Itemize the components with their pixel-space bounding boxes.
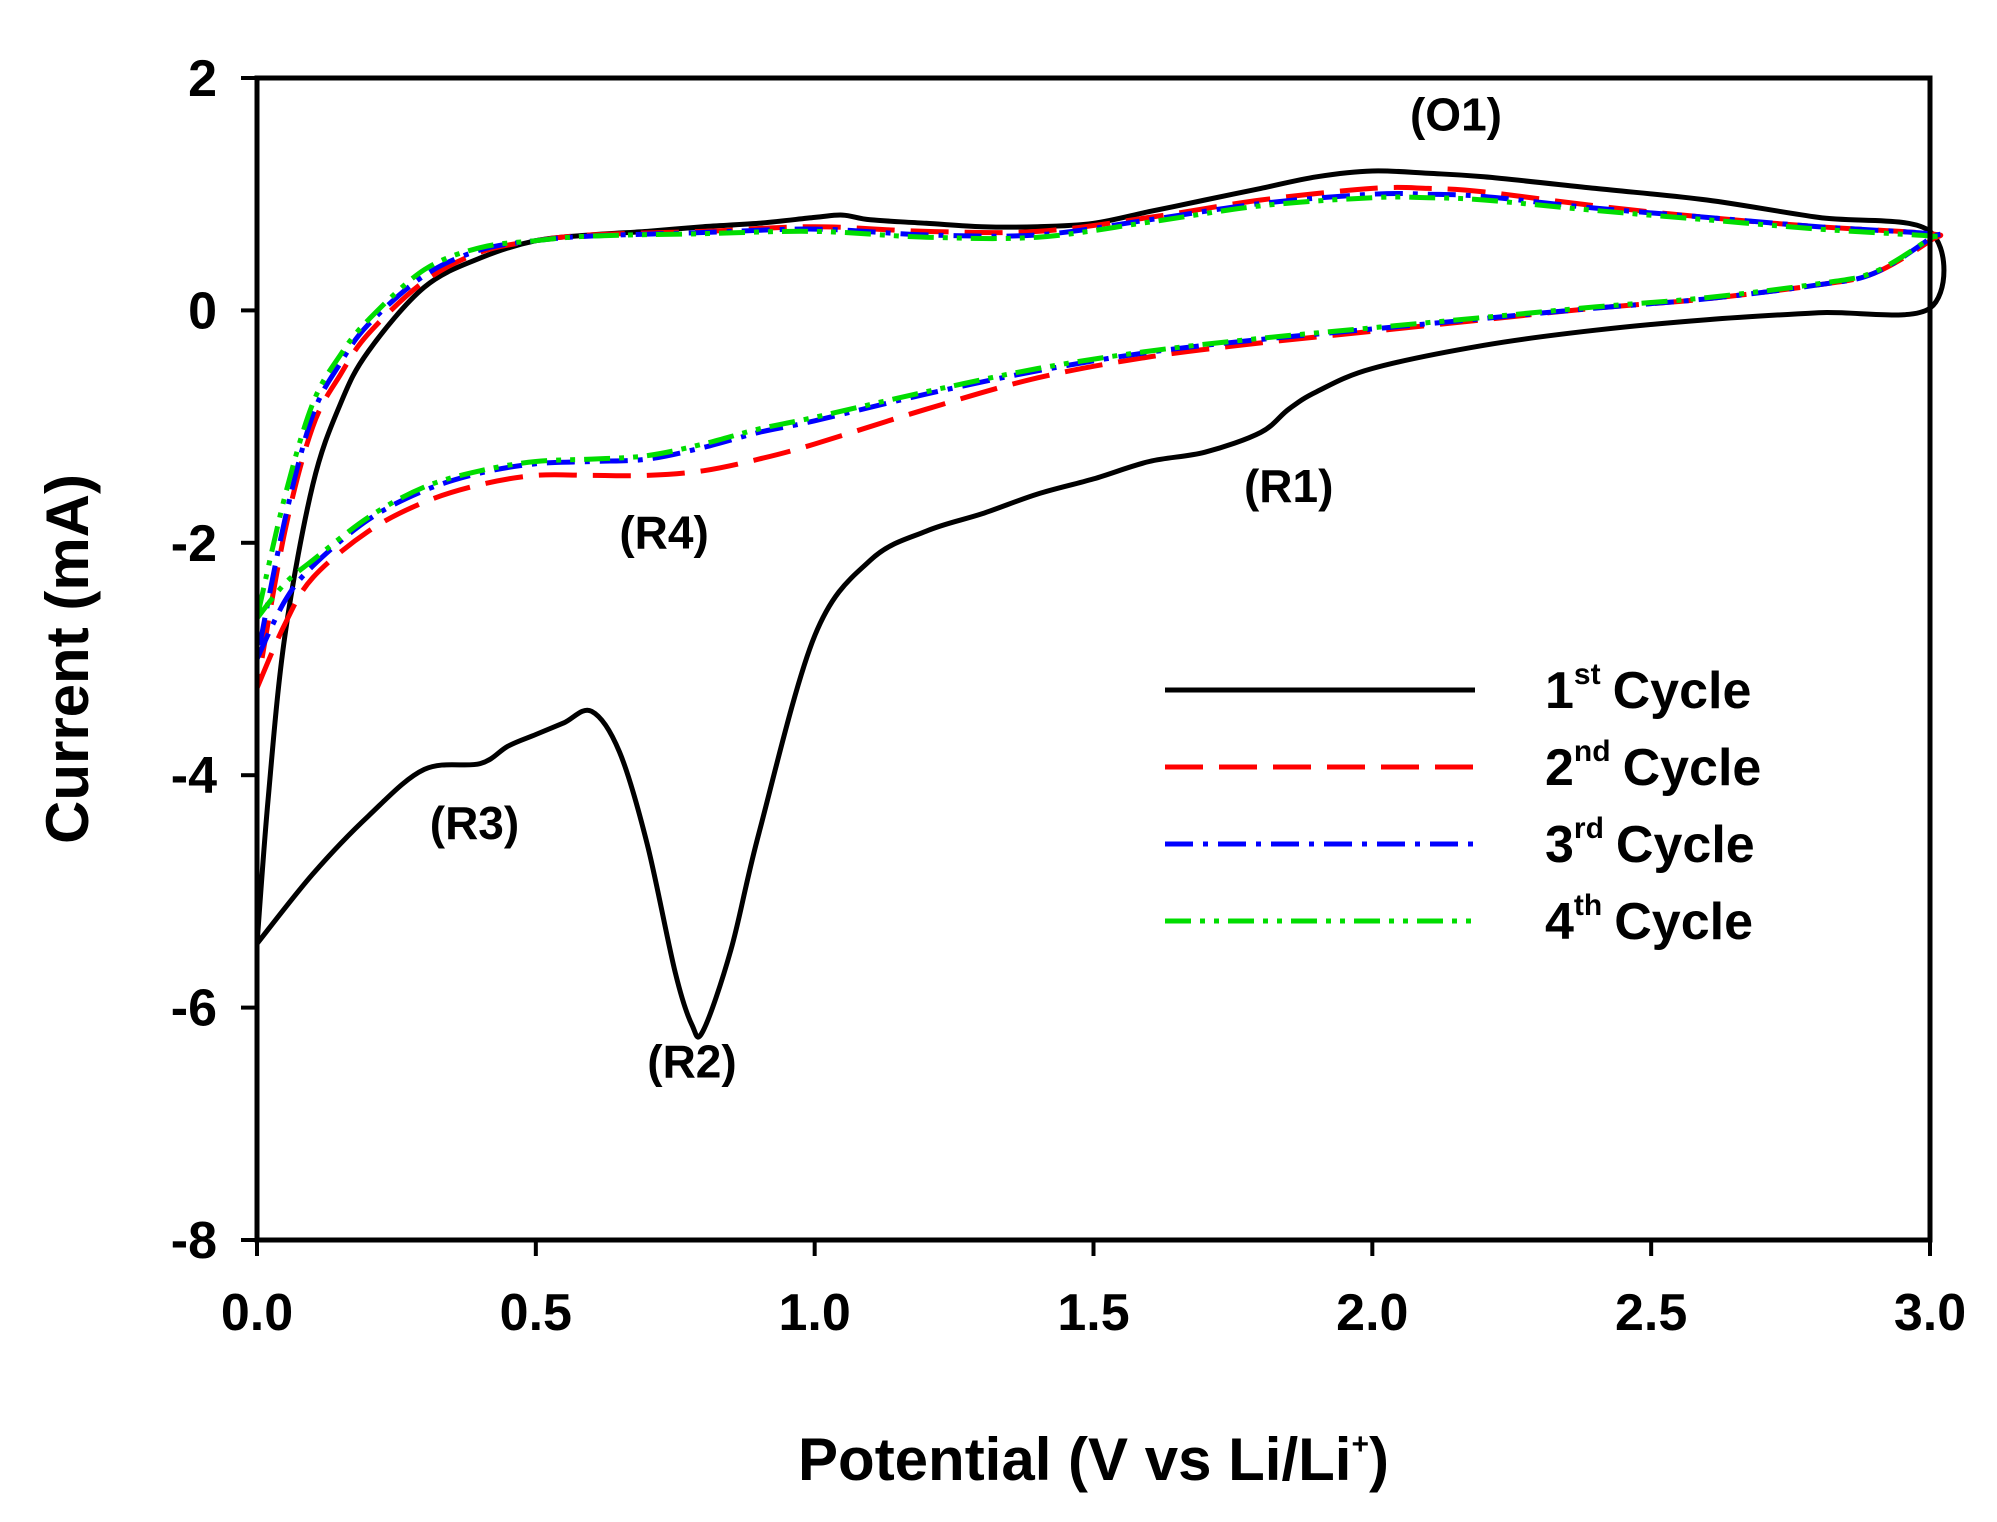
y-tick-label: -8	[171, 1212, 217, 1270]
peak-label: (R4)	[619, 507, 708, 559]
axis-ticks: 0.0 0.5 1.0 1.5 2.0 2.5 3.0 2 0 -2 -4 -6 -8	[171, 50, 1966, 1342]
peak-label: (R1)	[1244, 460, 1333, 512]
legend-number: 3	[1545, 816, 1574, 874]
legend-word: Cycle	[1614, 893, 1753, 951]
y-tick-label: -6	[171, 980, 217, 1038]
y-tick-label: 0	[188, 282, 217, 340]
legend-number: 1	[1545, 662, 1574, 720]
legend-label-2: 2nd Cycle	[1545, 735, 1761, 797]
y-tick-label: -4	[171, 747, 217, 805]
legend-number: 4	[1545, 893, 1574, 951]
x-tick-label: 0.5	[500, 1284, 572, 1342]
legend-ordinal-suffix: st	[1574, 658, 1601, 691]
legend-word: Cycle	[1616, 816, 1755, 874]
peak-label: (R2)	[647, 1035, 736, 1087]
legend-ordinal-suffix: nd	[1574, 735, 1611, 768]
series-line-4	[254, 194, 1944, 620]
x-tick-label: 1.5	[1057, 1284, 1129, 1342]
series-line-2	[254, 184, 1944, 690]
x-tick-label: 2.0	[1336, 1284, 1408, 1342]
y-axis-title: Current (mA)	[34, 474, 101, 844]
legend-ordinal-suffix: th	[1574, 889, 1602, 922]
x-tick-label: 2.5	[1615, 1284, 1687, 1342]
x-tick-label: 1.0	[779, 1284, 851, 1342]
x-axis-title: Potential (V vs Li/Li+)	[798, 1426, 1389, 1493]
x-tick-label: 3.0	[1894, 1284, 1966, 1342]
peak-label: (O1)	[1410, 88, 1502, 140]
series-layer	[254, 168, 1947, 1040]
legend-label-3: 3rd Cycle	[1545, 812, 1755, 874]
legend-number: 2	[1545, 739, 1574, 797]
x-tick-label: 0.0	[221, 1284, 293, 1342]
y-tick-label: 2	[188, 50, 217, 108]
legend-word: Cycle	[1623, 739, 1762, 797]
x-axis-title-main: Potential (V vs Li/Li	[798, 1426, 1351, 1493]
peak-label: (R3)	[430, 797, 519, 849]
legend-ordinal-suffix: rd	[1574, 812, 1604, 845]
plot-frame	[254, 75, 1933, 1243]
y-tick-label: -2	[171, 515, 217, 573]
legend-label-1: 1st Cycle	[1545, 658, 1751, 720]
x-axis-title-superscript: +	[1351, 1428, 1369, 1461]
legend-label-4: 4th Cycle	[1545, 889, 1753, 951]
legend-word: Cycle	[1613, 662, 1752, 720]
x-axis-title-close: )	[1369, 1426, 1389, 1493]
peak-annotations: (O1) (R1) (R4) (R3) (R2)	[430, 88, 1502, 1087]
series-line-3	[254, 190, 1944, 661]
